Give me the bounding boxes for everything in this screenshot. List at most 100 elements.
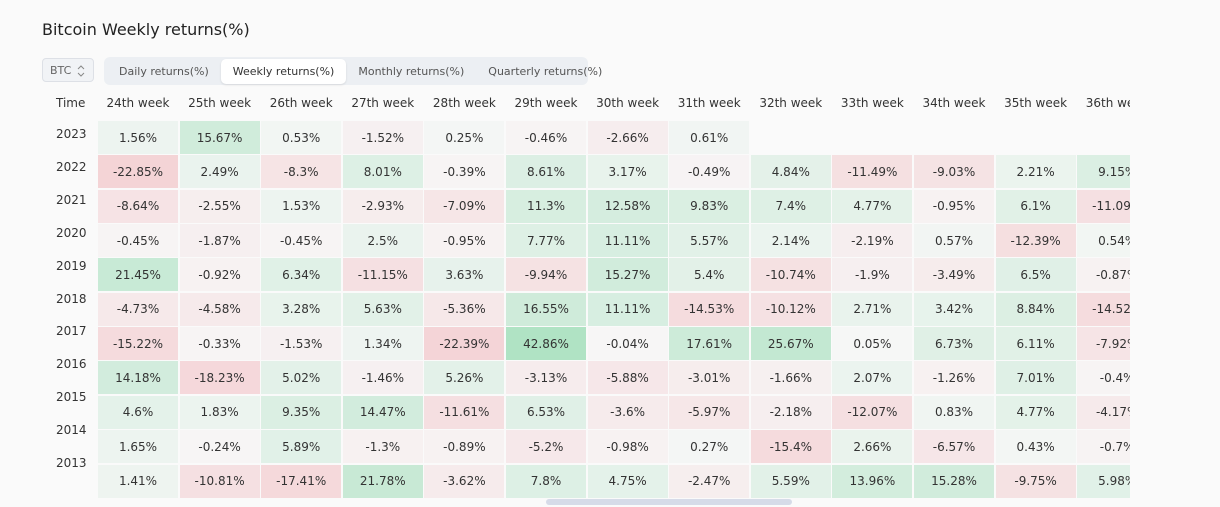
- column-header: 29th week: [514, 96, 578, 110]
- return-cell: -7.09%: [424, 189, 505, 223]
- tab[interactable]: Weekly returns(%): [220, 58, 347, 84]
- return-cell: 0.53%: [261, 121, 342, 154]
- year-label: 2015: [56, 390, 87, 405]
- return-cell: 5.89%: [261, 430, 342, 464]
- return-cell: -14.52%: [1077, 292, 1130, 326]
- return-cell: 5.26%: [424, 361, 505, 395]
- return-cell: -3.62%: [424, 464, 505, 498]
- return-cell: -11.09%: [1077, 189, 1130, 223]
- return-cell: -1.3%: [342, 430, 423, 464]
- return-cell: 6.34%: [261, 258, 342, 292]
- return-cell: -9.03%: [914, 155, 994, 189]
- return-cell: -1.66%: [750, 361, 831, 395]
- column-header: 26th week: [269, 96, 333, 110]
- return-cell: 15.27%: [587, 258, 668, 292]
- return-cell: -0.87%: [1077, 258, 1130, 292]
- scrollbar[interactable]: [546, 499, 792, 505]
- tab[interactable]: Quarterly returns(%): [488, 64, 603, 78]
- return-cell: 1.41%: [98, 464, 178, 498]
- return-cell: 17.61%: [669, 327, 750, 361]
- return-cell: -1.53%: [261, 327, 342, 361]
- return-cell: 42.86%: [506, 327, 586, 361]
- return-cell: -15.22%: [98, 327, 178, 361]
- return-cell: 2.14%: [750, 224, 831, 258]
- return-cell: -15.4%: [750, 430, 831, 464]
- asset-label: BTC: [50, 64, 72, 77]
- return-cell: -0.95%: [424, 224, 505, 258]
- return-cell: -9.75%: [995, 464, 1076, 498]
- return-cell: -10.81%: [179, 464, 260, 498]
- return-cell: -0.33%: [179, 327, 260, 361]
- return-cell: 2.5%: [342, 224, 423, 258]
- return-cell: 7.01%: [995, 361, 1076, 395]
- return-cell: -0.4%: [1077, 361, 1130, 395]
- return-cell: 1.34%: [342, 327, 423, 361]
- return-cell: 3.17%: [587, 155, 668, 189]
- year-label: 2023: [56, 127, 87, 141]
- return-cell: 5.98%: [1077, 464, 1130, 498]
- return-cell: 12.58%: [587, 189, 668, 223]
- return-cell: 5.4%: [669, 258, 750, 292]
- return-cell: 11.3%: [506, 189, 586, 223]
- return-cell: 0.27%: [669, 430, 750, 464]
- year-label: 2020: [56, 225, 87, 240]
- return-cell: -5.97%: [669, 395, 750, 429]
- page-title: Bitcoin Weekly returns(%): [42, 20, 250, 39]
- return-cell: -0.45%: [98, 224, 178, 258]
- return-cell: 0.25%: [424, 121, 505, 154]
- return-cell: -0.92%: [179, 258, 260, 292]
- tab[interactable]: Monthly returns(%): [358, 64, 465, 78]
- return-cell: 2.21%: [995, 155, 1076, 189]
- return-cell: 2.71%: [832, 292, 913, 326]
- return-cell: -4.73%: [98, 292, 178, 326]
- year-label: 2017: [56, 324, 87, 339]
- return-cell: -9.94%: [506, 258, 586, 292]
- return-cell: 3.42%: [914, 292, 994, 326]
- return-cell: -5.2%: [506, 430, 586, 464]
- asset-select[interactable]: BTC: [42, 58, 94, 82]
- return-cell: -10.12%: [750, 292, 831, 326]
- return-cell: 6.1%: [995, 189, 1076, 223]
- tab[interactable]: Daily returns(%): [119, 64, 209, 78]
- return-cell: -0.39%: [424, 155, 505, 189]
- year-label: 2018: [56, 291, 87, 306]
- return-cell: -1.46%: [342, 361, 423, 395]
- year-label: 2021: [56, 192, 87, 207]
- returns-table: Time 24th week 25th week 26th week 27th week…: [42, 88, 1130, 503]
- return-cell: 9.15%: [1077, 155, 1130, 189]
- return-cell: 4.6%: [98, 395, 178, 429]
- return-cell: -12.07%: [832, 395, 913, 429]
- return-cell: 11.11%: [587, 292, 668, 326]
- return-cell: -8.64%: [98, 189, 178, 223]
- return-cell: -1.26%: [914, 361, 994, 395]
- return-cell: -2.18%: [750, 395, 831, 429]
- column-header: 34th week: [922, 96, 986, 110]
- return-cell: 7.77%: [506, 224, 586, 258]
- return-cell: -2.66%: [587, 121, 668, 154]
- return-cell: -3.13%: [506, 361, 586, 395]
- return-cell: 4.77%: [995, 395, 1076, 429]
- return-cell: 11.11%: [587, 224, 668, 258]
- column-header: 31th week: [677, 96, 741, 110]
- return-cell: 3.63%: [424, 258, 505, 292]
- return-cell: 2.07%: [832, 361, 913, 395]
- column-header: 25th week: [188, 96, 252, 110]
- return-cell: 6.53%: [506, 395, 586, 429]
- return-cell: -4.58%: [179, 292, 260, 326]
- column-header: 32th week: [759, 96, 823, 110]
- return-cell: 1.53%: [261, 189, 342, 223]
- return-cell: 0.43%: [995, 430, 1076, 464]
- return-cell: 4.84%: [750, 155, 831, 189]
- column-header: 36th week: [1085, 96, 1130, 110]
- return-cell: -0.7%: [1077, 430, 1130, 464]
- return-cell: 8.84%: [995, 292, 1076, 326]
- return-cell: -3.49%: [914, 258, 994, 292]
- return-cell: 2.66%: [832, 430, 913, 464]
- return-cell: -14.53%: [669, 292, 750, 326]
- return-cell: -22.85%: [98, 155, 178, 189]
- return-cell: -18.23%: [179, 361, 260, 395]
- return-cell: 9.35%: [261, 395, 342, 429]
- return-cell: 14.18%: [98, 361, 178, 395]
- return-cell: 0.54%: [1077, 224, 1130, 258]
- return-cell: 1.56%: [98, 121, 178, 154]
